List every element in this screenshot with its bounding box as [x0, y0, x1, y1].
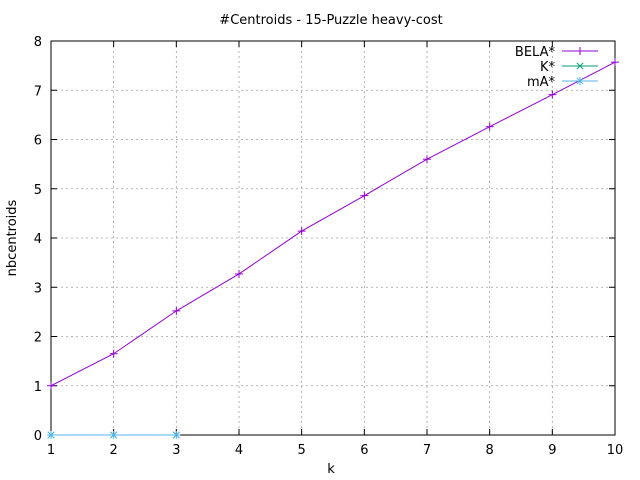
x-tick-label: 4	[235, 443, 243, 458]
grid	[51, 41, 615, 435]
y-tick-label: 3	[34, 281, 42, 296]
data-point	[235, 269, 243, 278]
legend-marker	[576, 77, 584, 85]
y-axis-label: nbcentroids	[5, 199, 20, 276]
series-area	[47, 58, 619, 439]
x-tick-label: 9	[548, 443, 556, 458]
series-2	[47, 431, 181, 439]
legend-marker	[576, 62, 584, 70]
data-point	[109, 349, 118, 358]
legend-label: K*	[540, 60, 556, 75]
data-point	[172, 306, 181, 315]
legend-entry-1: K*	[540, 60, 598, 75]
y-tick-label: 8	[34, 35, 42, 50]
x-tick-label: 6	[360, 443, 368, 458]
legend-entry-0: BELA*	[515, 45, 598, 60]
x-tick-label: 2	[110, 443, 118, 458]
x-tick-label: 5	[298, 443, 306, 458]
x-tick-label: 7	[423, 443, 431, 458]
y-tick-label: 2	[34, 331, 42, 346]
x-tick-label: 8	[486, 443, 494, 458]
chart-title: #Centroids - 15-Puzzle heavy-cost	[219, 13, 442, 28]
data-point	[47, 431, 55, 439]
y-tick-label: 1	[34, 380, 42, 395]
legend-marker	[576, 47, 584, 55]
marker-stroke	[110, 431, 118, 439]
marker-stroke	[576, 62, 584, 70]
y-tick-label: 7	[34, 84, 42, 99]
legend-label: BELA*	[515, 45, 556, 60]
data-point	[485, 122, 494, 131]
series-line-0	[50, 61, 616, 387]
data-point	[297, 227, 306, 236]
marker-stroke	[576, 77, 584, 85]
y-tick-label: 4	[34, 232, 42, 247]
data-point	[47, 381, 55, 390]
x-axis-label: k	[327, 462, 335, 477]
data-point	[423, 155, 431, 164]
legend-label: mA*	[527, 75, 556, 90]
legend: BELA*K*mA*	[515, 45, 598, 90]
data-point	[548, 90, 557, 99]
data-point	[109, 431, 118, 439]
legend-entry-2: mA*	[527, 75, 598, 90]
data-point	[360, 191, 369, 200]
series-0	[47, 58, 619, 390]
data-point	[172, 431, 181, 439]
marker-stroke	[47, 431, 55, 439]
data-point	[611, 58, 619, 67]
y-tick-label: 0	[34, 429, 42, 444]
y-tick-label: 5	[34, 183, 42, 198]
x-tick-label: 1	[47, 443, 55, 458]
x-tick-label: 3	[172, 443, 180, 458]
marker-stroke	[172, 431, 180, 439]
y-tick-label: 6	[34, 134, 42, 149]
x-tick-label: 10	[607, 443, 624, 458]
